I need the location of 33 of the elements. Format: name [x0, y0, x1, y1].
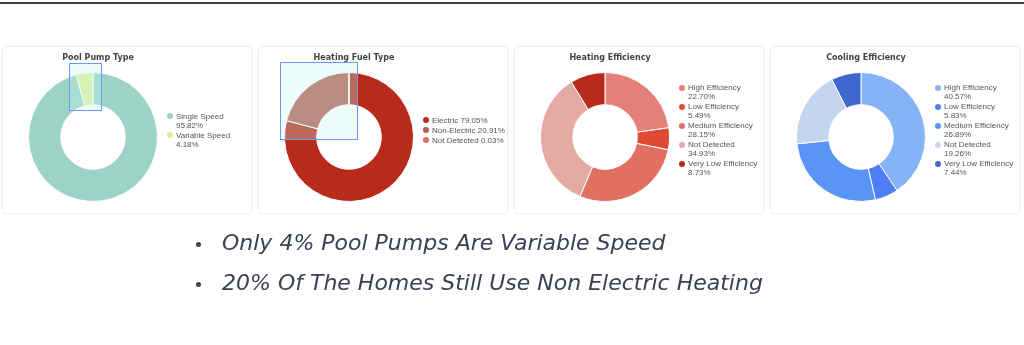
data-label: 40.57%: [944, 92, 972, 101]
chart-title: Pool Pump Type: [61, 53, 135, 62]
data-label: 19.26%: [944, 149, 972, 158]
data-label: 34.93%: [688, 149, 716, 158]
data-label: 28.15%: [688, 130, 716, 139]
data-label: 22.70%: [688, 92, 716, 101]
data-label: 26.89%: [944, 130, 972, 139]
data-label: 7.44%: [944, 168, 967, 177]
legend-label: Non-Electric 20.91%: [432, 125, 505, 135]
legend-label: Low Efficiency: [944, 102, 995, 111]
legend-label: Electric 79.05%: [432, 115, 488, 125]
data-label: 5.49%: [688, 111, 711, 120]
text: 20% Of The Homes Still Use Non Electric Heating: [222, 270, 763, 295]
chart-title: Heating Efficiency: [568, 53, 652, 62]
legend-label: Variable Speed: [176, 130, 231, 140]
data-label: 95.82%: [176, 120, 204, 130]
legend-label: High Efficiency: [944, 83, 997, 92]
legend-label: Very Low Efficiency: [944, 159, 1014, 168]
text: Only 4% Pool Pumps Are Variable Speed: [222, 230, 666, 255]
legend-label: Not Detected: [944, 140, 991, 149]
chart-title: Heating Fuel Type: [312, 53, 396, 62]
legend-label: Single Speed: [176, 111, 224, 121]
legend-label: Not Detected: [688, 140, 735, 149]
legend-label: Very Low Efficiency: [688, 159, 758, 168]
data-label: 4.18%: [176, 139, 199, 149]
legend-label: Not Detected 0.03%: [432, 135, 504, 145]
data-label: 8.73%: [688, 168, 711, 177]
data-label: 5.83%: [944, 111, 967, 120]
legend-label: Medium Efficiency: [688, 121, 753, 130]
legend-label: Medium Efficiency: [944, 121, 1009, 130]
legend-label: Low Efficiency: [688, 102, 739, 111]
legend-label: High Efficiency: [688, 83, 741, 92]
chart-title: Cooling Efficiency: [825, 53, 907, 62]
